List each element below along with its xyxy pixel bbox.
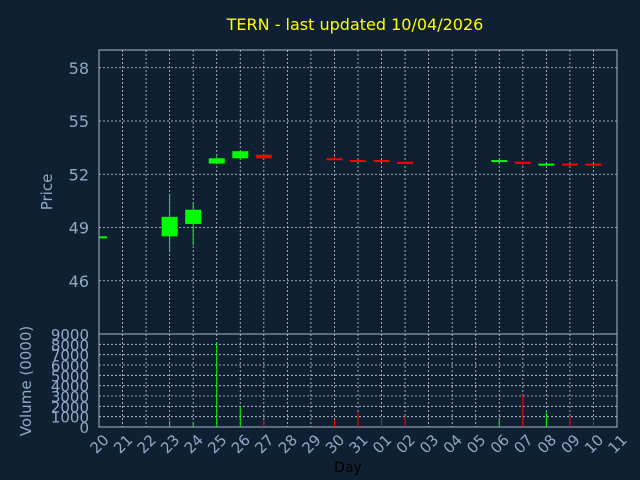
candle-body xyxy=(99,236,107,239)
x-tick-label: 05 xyxy=(463,431,489,457)
volume-tick-label: 1000 xyxy=(51,409,89,427)
candle-body xyxy=(185,209,202,224)
x-tick-label: 27 xyxy=(251,431,277,457)
candle-body xyxy=(373,160,390,163)
candle-body xyxy=(514,161,531,164)
x-tick-label: 02 xyxy=(393,431,419,457)
candle-body xyxy=(561,163,578,166)
volume-tick-label: 8000 xyxy=(51,336,89,354)
x-axis-label: Day xyxy=(334,460,362,476)
x-tick-label: 31 xyxy=(346,431,372,457)
price-tick-label: 58 xyxy=(69,59,89,78)
price-tick-label: 52 xyxy=(69,165,89,184)
candle-body xyxy=(255,154,272,159)
x-tick-label: 24 xyxy=(181,431,207,457)
price-panel: 46 49 52 55 58 xyxy=(69,49,618,335)
volume-tick-label: 5000 xyxy=(51,367,89,385)
x-tick-label: 04 xyxy=(440,431,466,457)
x-tick-label: 11 xyxy=(605,431,631,457)
candle-body xyxy=(326,158,343,161)
x-tick-label: 10 xyxy=(581,431,607,457)
volume-tick-label: 2000 xyxy=(51,398,89,416)
volume-tick-label: 3000 xyxy=(51,388,89,406)
candle-body xyxy=(491,160,508,163)
x-tick-label: 30 xyxy=(322,431,348,457)
candle-body xyxy=(232,151,249,159)
candle-body xyxy=(538,163,555,166)
volume-tick-label: 7000 xyxy=(51,347,89,365)
price-tick-label: 46 xyxy=(69,272,89,291)
x-tick-label: 09 xyxy=(557,431,583,457)
price-tick-label: 55 xyxy=(69,112,89,131)
volume-tick-label: 6000 xyxy=(51,357,89,375)
candle-body xyxy=(161,216,178,237)
price-tick-label: 49 xyxy=(69,219,89,238)
x-tick-label: 29 xyxy=(298,431,324,457)
x-tick-label: 07 xyxy=(510,431,536,457)
volume-tick-label: 9000 xyxy=(51,326,89,344)
x-tick-label: 08 xyxy=(534,431,560,457)
chart-title: TERN - last updated 10/04/2026 xyxy=(226,15,484,34)
volume-tick-label: 0 xyxy=(79,419,89,437)
volume-axis-label: Volume (0000) xyxy=(17,326,35,436)
x-tick-label: 23 xyxy=(157,431,183,457)
price-axis-label: Price xyxy=(38,174,56,211)
candle-body xyxy=(208,158,225,164)
x-tick-label: 03 xyxy=(416,431,442,457)
candle-body xyxy=(350,160,366,163)
x-tick-label: 06 xyxy=(487,431,513,457)
x-tick-label: 28 xyxy=(275,431,301,457)
candle-body xyxy=(585,163,602,166)
x-tick-label: 20 xyxy=(87,431,113,457)
x-tick-label: 22 xyxy=(134,431,160,457)
x-tick-label: 21 xyxy=(110,431,136,457)
x-tick-label: 01 xyxy=(369,431,395,457)
volume-tick-label: 4000 xyxy=(51,378,89,396)
candle-body xyxy=(397,161,414,164)
x-tick-label: 26 xyxy=(228,431,254,457)
x-tick-label: 25 xyxy=(204,431,230,457)
x-axis: 2021222324252627282930310102030405060708… xyxy=(87,431,631,457)
